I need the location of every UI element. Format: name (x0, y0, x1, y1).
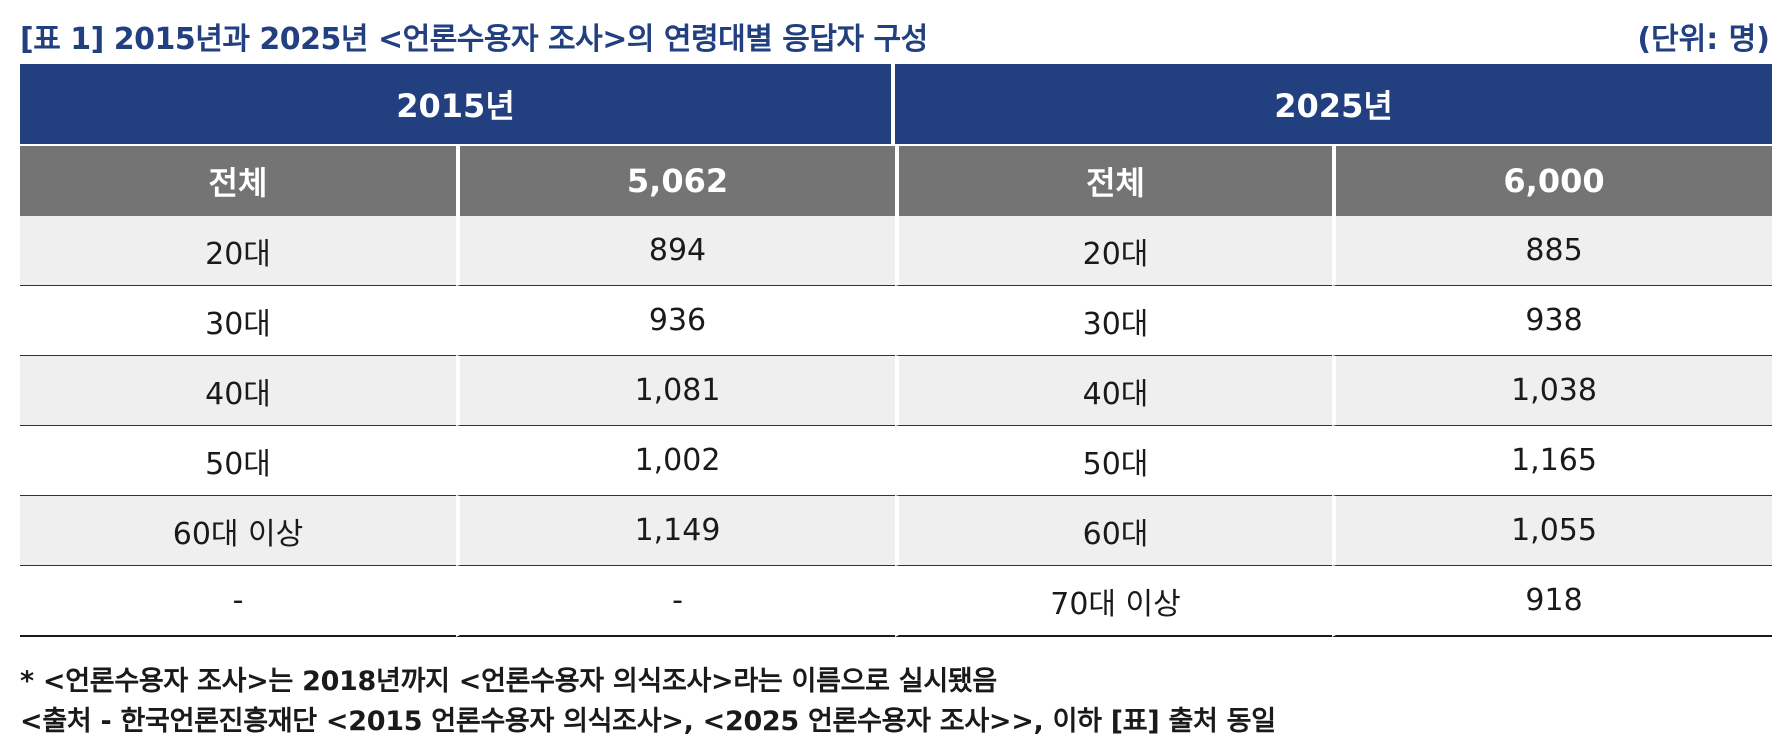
table-row: - - 70대 이상 918 (20, 566, 1773, 637)
count-cell-2025: 1,055 (1332, 496, 1773, 566)
age-cell-2025: 60대 (895, 496, 1333, 566)
total-label-2025: 전체 (895, 146, 1333, 216)
count-cell-2015: 894 (456, 216, 896, 286)
table-row: 60대 이상 1,149 60대 1,055 (20, 496, 1773, 566)
age-cell-2025: 30대 (895, 286, 1333, 356)
count-cell-2015: 1,002 (456, 426, 896, 496)
count-cell-2025: 1,038 (1332, 356, 1773, 426)
age-cell-2025: 50대 (895, 426, 1333, 496)
footnotes: * <언론수용자 조사>는 2018년까지 <언론수용자 의식조사>라는 이름으… (20, 662, 1772, 742)
footnote-source: <출처 - 한국언론진흥재단 <2015 언론수용자 의식조사>, <2025 … (20, 706, 1276, 737)
age-cell-2025: 40대 (895, 356, 1333, 426)
total-row: 전체 5,062 전체 6,000 (20, 146, 1773, 216)
count-cell-2015: 1,149 (456, 496, 896, 566)
age-cell-2015: 60대 이상 (20, 496, 456, 566)
total-value-2015: 5,062 (456, 146, 896, 216)
year-header-row: 2015년 2025년 (20, 64, 1773, 146)
year-header-2025: 2025년 (895, 64, 1773, 146)
table-row: 30대 936 30대 938 (20, 286, 1773, 356)
age-cell-2025: 70대 이상 (895, 566, 1333, 637)
count-cell-2025: 938 (1332, 286, 1773, 356)
unit-label: (단위: 명) (1637, 22, 1770, 57)
table-container: 2015년 2025년 전체 5,062 전체 6,000 20대 894 20… (20, 64, 1773, 637)
age-cell-2025: 20대 (895, 216, 1333, 286)
year-header-2015: 2015년 (20, 64, 896, 146)
total-value-2025: 6,000 (1332, 146, 1773, 216)
table-row: 50대 1,002 50대 1,165 (20, 426, 1773, 496)
count-cell-2015: 1,081 (456, 356, 896, 426)
age-cell-2015: 20대 (20, 216, 456, 286)
table-row: 40대 1,081 40대 1,038 (20, 356, 1773, 426)
age-cell-2015: 30대 (20, 286, 456, 356)
table-row: 20대 894 20대 885 (20, 216, 1773, 286)
count-cell-2015: - (456, 566, 896, 637)
total-label-2015: 전체 (20, 146, 456, 216)
age-cell-2015: 40대 (20, 356, 456, 426)
age-cell-2015: - (20, 566, 456, 637)
count-cell-2025: 885 (1332, 216, 1773, 286)
footnote-survey-name: * <언론수용자 조사>는 2018년까지 <언론수용자 의식조사>라는 이름으… (20, 666, 997, 697)
table-title: [표 1] 2015년과 2025년 <언론수용자 조사>의 연령대별 응답자 … (20, 22, 928, 57)
count-cell-2015: 936 (456, 286, 896, 356)
title-row: [표 1] 2015년과 2025년 <언론수용자 조사>의 연령대별 응답자 … (20, 14, 1772, 60)
age-cell-2015: 50대 (20, 426, 456, 496)
count-cell-2025: 1,165 (1332, 426, 1773, 496)
count-cell-2025: 918 (1332, 566, 1773, 637)
age-composition-table: 2015년 2025년 전체 5,062 전체 6,000 20대 894 20… (20, 64, 1773, 637)
